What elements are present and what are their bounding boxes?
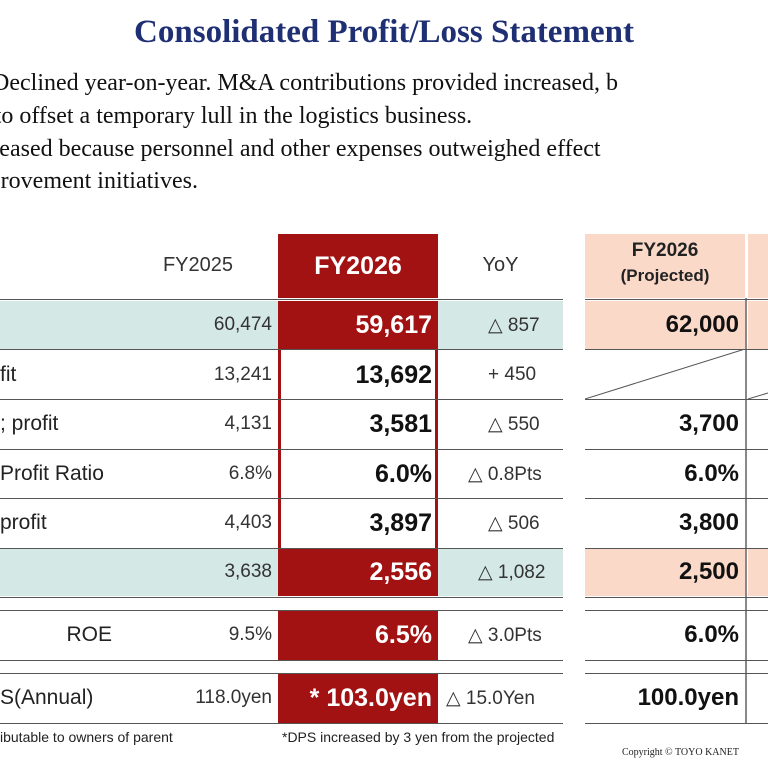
rule-dps-top (0, 673, 563, 674)
fy2026-header-fill (278, 234, 438, 298)
row-5-projected: 3,800 (678, 509, 739, 536)
rule-row-1-proj (585, 349, 768, 350)
row-6-fy2025: 3,638 (224, 561, 272, 582)
fy2026-white-frame (278, 349, 438, 548)
rule-dps-bottom-proj (585, 723, 768, 724)
rule-row-4-proj (585, 498, 768, 499)
rule-dps-bottom (0, 723, 563, 724)
row-2-fy2026: 13,692 (355, 360, 432, 389)
dps-projected: 100.0yen (637, 684, 739, 711)
rule-top (0, 299, 563, 300)
row-label-5: profit (0, 511, 47, 534)
row-3-fy2026: 3,581 (369, 409, 432, 438)
row-2-fy2025: 13,241 (213, 364, 272, 385)
roe-fy2026: 6.5% (375, 620, 432, 649)
rule-roe-bottom (0, 660, 563, 661)
teal-band-row-1 (0, 301, 278, 349)
row-3-fy2025: 4,131 (224, 413, 272, 434)
rule-row-4 (0, 498, 563, 499)
row-label-2: fit (0, 363, 17, 386)
rule-roe-top-proj (585, 610, 768, 611)
footnote-left: ibutable to owners of parent (0, 729, 173, 745)
rule-row-3-proj (585, 449, 768, 450)
rule-roe-top (0, 610, 563, 611)
rule-row-6 (0, 597, 563, 598)
row-1-fy2026: 59,617 (355, 310, 432, 339)
summary-line-1: s: Declined year-on-year. M&A contributi… (0, 70, 618, 96)
summary-line-4: mprovement initiatives. (0, 168, 198, 194)
row-6-fy2026: 2,556 (369, 557, 432, 586)
projected-column-divider (745, 298, 747, 723)
fy2026-dps-fill (278, 673, 438, 723)
row-5-yoy: △ 506 (488, 512, 540, 534)
row-5-fy2026: 3,897 (369, 508, 432, 537)
row-4-fy2025: 6.8% (228, 463, 272, 484)
roe-yoy: △ 3.0Pts (468, 624, 542, 646)
rule-row-5-proj (585, 548, 768, 549)
column-header-projected-year: FY2026 (631, 240, 699, 261)
dps-fy2025: 118.0yen (195, 687, 272, 708)
teal-band-row-6-yoy (438, 548, 563, 596)
rule-row-5 (0, 548, 563, 549)
row-3-yoy: △ 550 (488, 413, 540, 435)
fy2026-row1-fill (278, 301, 438, 349)
rule-row-2 (0, 399, 563, 400)
projected-row6-fill-next (748, 548, 768, 596)
footnote-dps: *DPS increased by 3 yen from the project… (282, 729, 555, 745)
row-4-projected: 6.0% (684, 460, 739, 487)
copyright: Copyright © TOYO KANET (622, 747, 739, 758)
fy2026-row6-fill (278, 548, 438, 596)
teal-band-row-6 (0, 548, 278, 596)
rule-row-1 (0, 349, 563, 350)
rule-row-6-proj (585, 597, 768, 598)
projected-header-fill-next (748, 234, 768, 298)
teal-band-row-1-yoy (438, 301, 563, 349)
roe-projected: 6.0% (684, 621, 739, 648)
row-1-yoy: △ 857 (488, 314, 540, 336)
row-6-projected: 2,500 (678, 558, 739, 585)
projected-row1-fill-next (748, 301, 768, 349)
row-6-yoy: △ 1,082 (478, 561, 546, 583)
rule-dps-top-proj (585, 673, 768, 674)
row-2-projected (585, 351, 745, 399)
projected-header-fill (585, 234, 745, 298)
row-4-yoy: △ 0.8Pts (468, 463, 542, 485)
projected-row1-fill (585, 301, 745, 349)
dps-yoy: △ 15.0Yen (446, 687, 535, 709)
column-header-fy2026: FY2026 (314, 251, 402, 280)
roe-fy2025: 9.5% (228, 624, 272, 645)
column-header-yoy: YoY (482, 254, 519, 276)
row-label-4: Profit Ratio (0, 462, 104, 485)
rule-row-2-proj (585, 399, 768, 400)
row-label-3: ; profit (0, 412, 59, 435)
row-5-fy2025: 4,403 (224, 512, 272, 533)
fy2026-roe-fill (278, 610, 438, 660)
rule-row-3 (0, 449, 563, 450)
rule-top-proj (585, 299, 768, 300)
summary-line-3: ecreased because personnel and other exp… (0, 136, 601, 162)
summary-line-2: nt to offset a temporary lull in the log… (0, 103, 473, 129)
row-2-yoy: + 450 (488, 364, 537, 385)
column-header-projected-label: (Projected) (620, 266, 710, 285)
column-header-fy2025: FY2025 (162, 254, 234, 276)
row-3-projected: 3,700 (678, 410, 739, 437)
row-4-fy2026: 6.0% (375, 459, 432, 488)
projected-row6-fill (585, 548, 745, 596)
row-1-fy2025: 60,474 (213, 314, 272, 335)
dps-fy2026: * 103.0yen (309, 683, 432, 712)
row-1-projected: 62,000 (665, 311, 739, 338)
row-label-roe: ROE (66, 623, 112, 646)
rule-roe-bottom-proj (585, 660, 768, 661)
page-title: Consolidated Profit/Loss Statement (134, 14, 634, 50)
row-label-dps: S(Annual) (0, 686, 94, 709)
not-applicable-diagonal (585, 349, 768, 399)
